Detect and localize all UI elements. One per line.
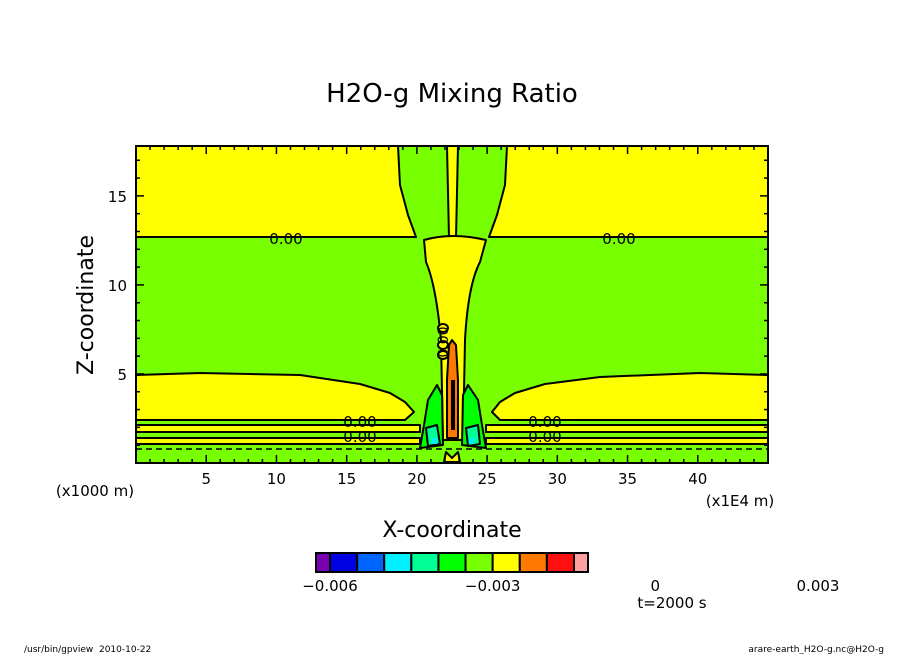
- colorbar: [315, 552, 589, 573]
- y-tick-label: 10: [108, 277, 127, 295]
- contour-core-center: [451, 380, 455, 430]
- contour-label: 0.00: [528, 428, 561, 446]
- x-tick-label: 10: [267, 470, 286, 488]
- colorbar-cell: [464, 552, 494, 573]
- colorbar-cell: [383, 552, 413, 573]
- contour-band: [136, 437, 421, 445]
- axis-ticks: [136, 146, 768, 463]
- colorbar-cell: [356, 552, 386, 573]
- contour-label: 0.00: [602, 230, 635, 248]
- contour-loop: [437, 340, 449, 350]
- colorbar-cell: [437, 552, 467, 573]
- contour-fill-center-strip: [446, 146, 459, 239]
- contour-label: 0.00: [528, 413, 561, 431]
- time-label: t=2000 s: [637, 594, 706, 612]
- contour-fill-cyan-left: [432, 438, 437, 444]
- x-tick-label: 25: [478, 470, 497, 488]
- colorbar-labels: −0.006 −0.003 0 0.003: [302, 577, 839, 595]
- y-tick-labels: 5 10 15: [108, 188, 127, 384]
- x-tick-label: 30: [548, 470, 567, 488]
- y-axis-label: Z-coordinate: [74, 235, 99, 375]
- y-axis-units: (x1000 m): [56, 482, 134, 500]
- contour-loop: [437, 350, 449, 360]
- x-axis-label: X-coordinate: [382, 518, 521, 543]
- colorbar-cell: [545, 552, 576, 573]
- colorbar-tick-label: −0.003: [465, 577, 521, 595]
- contour-fill-lower-right: [491, 372, 768, 421]
- colorbar-cell: [329, 552, 359, 573]
- contour-fill-upper-right: [488, 146, 768, 238]
- contour-label: 0.00: [436, 326, 452, 357]
- plot-frame: [135, 145, 769, 464]
- x-tick-label: 35: [618, 470, 637, 488]
- contour-fill-center-plume: [423, 235, 487, 441]
- x-tick-labels: 5 10 15 20 25 30 35 40: [201, 470, 707, 488]
- colorbar-cell: [315, 552, 331, 573]
- colorbar-cell: [573, 552, 589, 573]
- colorbar-cell: [491, 552, 521, 573]
- contour-fill-cyan-right: [469, 438, 474, 444]
- contour-band: [136, 424, 421, 433]
- colorbar-tick-label: 0: [651, 577, 661, 595]
- contour-label: 0.00: [343, 428, 376, 446]
- colorbar-tick-label: −0.006: [302, 577, 358, 595]
- chart-title: H2O-g Mixing Ratio: [326, 79, 578, 109]
- contour-label: 0.00: [269, 230, 302, 248]
- contour-fill-lower-left: [136, 372, 415, 421]
- contour-band: [485, 424, 768, 433]
- x-tick-label: 5: [201, 470, 211, 488]
- contour-labels: 0.00 0.00 0.00 0.00 0.00 0.00 0.00: [269, 230, 635, 446]
- contour-label: 0.00: [343, 413, 376, 431]
- x-tick-label: 15: [337, 470, 356, 488]
- x-tick-label: 40: [688, 470, 707, 488]
- contour-loop: [437, 323, 449, 333]
- footer-left: /usr/bin/gpview 2010-10-22: [24, 645, 151, 654]
- colorbar-cell: [410, 552, 440, 573]
- footer-right: arare-earth_H2O-g.nc@H2O-g: [748, 645, 884, 654]
- colorbar-cell: [518, 552, 548, 573]
- x-axis-units: (x1E4 m): [706, 492, 775, 510]
- contour-fill-upper-left: [136, 146, 417, 238]
- y-tick-label: 5: [117, 366, 127, 384]
- plot-area: [136, 146, 768, 463]
- y-tick-label: 15: [108, 188, 127, 206]
- x-tick-label: 20: [407, 470, 426, 488]
- colorbar-tick-label: 0.003: [797, 577, 840, 595]
